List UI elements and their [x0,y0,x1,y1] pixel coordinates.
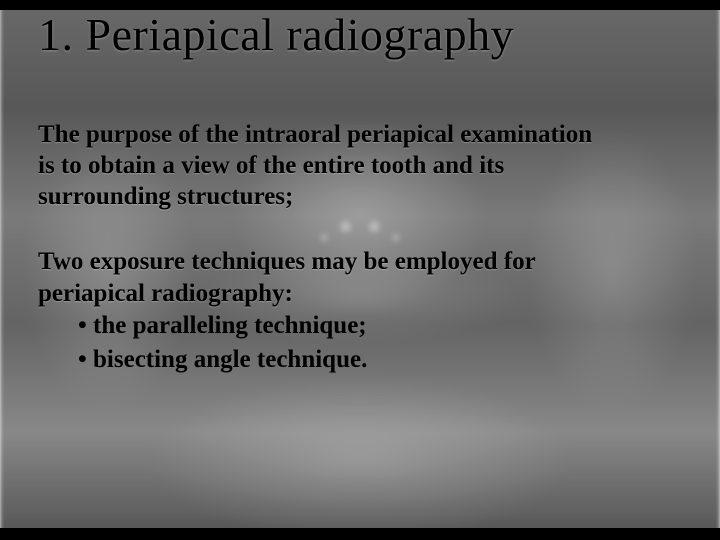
paragraph-purpose: The purpose of the intraoral periapical … [38,119,598,213]
techniques-list: the paralleling technique; bisecting ang… [38,309,682,377]
paragraph-techniques: Two exposure techniques may be employed … [38,246,682,376]
list-item: bisecting angle technique. [78,343,682,377]
slide-title: 1. Periapical radiography [38,10,682,61]
slide-content: 1. Periapical radiography The purpose of… [0,0,720,376]
techniques-lead: Two exposure techniques may be employed … [38,246,598,309]
list-item: the paralleling technique; [78,309,682,343]
